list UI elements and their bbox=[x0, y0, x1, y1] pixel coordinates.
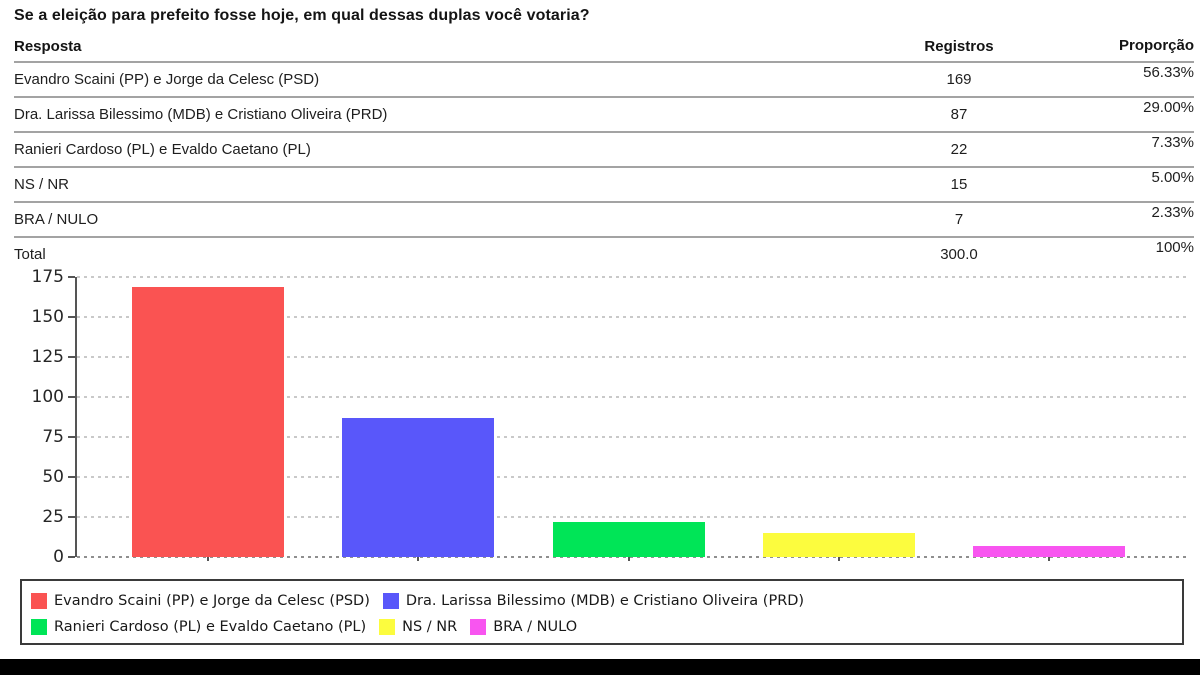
table-row: Evandro Scaini (PP) e Jorge da Celesc (P… bbox=[14, 61, 1194, 96]
bar-chart: 0 25 50 75 100 125 150 175 bbox=[0, 267, 1200, 570]
x-tick-4 bbox=[838, 557, 841, 561]
legend-entry: Ranieri Cardoso (PL) e Evaldo Caetano (P… bbox=[31, 619, 366, 635]
table-body: Evandro Scaini (PP) e Jorge da Celesc (P… bbox=[14, 61, 1194, 236]
legend-label: Dra. Larissa Bilessimo (MDB) e Cristiano… bbox=[405, 593, 805, 609]
cell-resposta: BRA / NULO bbox=[14, 211, 99, 228]
column-header-registros: Registros bbox=[924, 37, 994, 55]
cell-resposta: NS / NR bbox=[14, 176, 70, 193]
legend-label: NS / NR bbox=[402, 619, 458, 635]
bar-4 bbox=[763, 533, 916, 557]
gridline-125 bbox=[77, 356, 1190, 358]
gridline-75 bbox=[77, 436, 1190, 438]
table-row: NS / NR 15 5.00% bbox=[14, 166, 1194, 201]
y-tick-0 bbox=[68, 556, 75, 558]
gridline-150 bbox=[77, 316, 1190, 318]
bar-5 bbox=[973, 545, 1126, 557]
bar-3 bbox=[552, 521, 705, 557]
legend-entry: BRA / NULO bbox=[470, 619, 577, 635]
y-tick-label: 50 bbox=[42, 467, 64, 487]
cell-resposta: Dra. Larissa Bilessimo (MDB) e Cristiano… bbox=[14, 106, 388, 123]
legend-label: BRA / NULO bbox=[493, 619, 578, 635]
cell-resposta: Ranieri Cardoso (PL) e Evaldo Caetano (P… bbox=[14, 141, 311, 158]
total-label: Total bbox=[14, 246, 46, 263]
legend-label: Ranieri Cardoso (PL) e Evaldo Caetano (P… bbox=[54, 619, 367, 635]
cell-proporcao: 5.00% bbox=[1151, 169, 1194, 186]
table-total-row: Total 300.0 100% bbox=[14, 236, 1194, 271]
chart-legend: Evandro Scaini (PP) e Jorge da Celesc (P… bbox=[20, 579, 1184, 645]
cell-registros: 22 bbox=[950, 141, 968, 158]
total-registros: 300.0 bbox=[940, 246, 978, 263]
y-tick-label: 150 bbox=[31, 307, 64, 327]
table-row: BRA / NULO 7 2.33% bbox=[14, 201, 1194, 236]
y-tick-label: 25 bbox=[42, 507, 64, 527]
y-tick-label: 125 bbox=[31, 347, 64, 367]
table-row: Ranieri Cardoso (PL) e Evaldo Caetano (P… bbox=[14, 131, 1194, 166]
x-tick-2 bbox=[417, 557, 420, 561]
cell-proporcao: 7.33% bbox=[1151, 134, 1194, 151]
legend-swatch-icon bbox=[379, 619, 396, 635]
legend-swatch-icon bbox=[382, 593, 399, 609]
y-tick-150 bbox=[68, 316, 75, 318]
results-table: Resposta Registros Proporção Evandro Sca… bbox=[14, 31, 1194, 271]
cell-registros: 169 bbox=[946, 71, 972, 88]
gridline-0 bbox=[77, 556, 1190, 558]
legend-entry: Dra. Larissa Bilessimo (MDB) e Cristiano… bbox=[382, 593, 805, 609]
table-row: Dra. Larissa Bilessimo (MDB) e Cristiano… bbox=[14, 96, 1194, 131]
x-tick-5 bbox=[1048, 557, 1051, 561]
cell-registros: 15 bbox=[950, 176, 968, 193]
gridline-175 bbox=[77, 276, 1190, 278]
page-title: Se a eleição para prefeito fosse hoje, e… bbox=[14, 7, 590, 24]
legend-entry: Evandro Scaini (PP) e Jorge da Celesc (P… bbox=[31, 593, 370, 609]
cell-registros: 7 bbox=[954, 211, 964, 228]
legend-swatch-icon bbox=[31, 619, 47, 635]
y-tick-50 bbox=[68, 476, 75, 479]
y-tick-175 bbox=[68, 276, 75, 278]
x-tick-3 bbox=[627, 557, 630, 561]
plot-area bbox=[68, 276, 1190, 561]
legend-label: Evandro Scaini (PP) e Jorge da Celesc (P… bbox=[54, 593, 370, 609]
cell-resposta: Evandro Scaini (PP) e Jorge da Celesc (P… bbox=[14, 71, 320, 88]
y-tick-75 bbox=[68, 436, 75, 438]
legend-entry: NS / NR bbox=[379, 619, 457, 635]
x-tick-1 bbox=[207, 557, 209, 561]
bar-2 bbox=[342, 417, 495, 557]
legend-row-1: Evandro Scaini (PP) e Jorge da Celesc (P… bbox=[31, 588, 1182, 614]
y-tick-label: 75 bbox=[42, 427, 64, 447]
gridline-25 bbox=[77, 516, 1190, 519]
total-proporcao: 100% bbox=[1155, 239, 1194, 256]
y-tick-label: 0 bbox=[53, 547, 64, 567]
column-header-resposta: Resposta bbox=[14, 37, 82, 55]
table-header-row: Resposta Registros Proporção bbox=[14, 31, 1194, 61]
legend-row-2: Ranieri Cardoso (PL) e Evaldo Caetano (P… bbox=[31, 614, 1182, 640]
y-tick-25 bbox=[68, 516, 75, 519]
y-tick-label: 100 bbox=[31, 387, 64, 407]
y-tick-125 bbox=[68, 356, 75, 358]
cell-proporcao: 2.33% bbox=[1151, 204, 1194, 221]
cell-proporcao: 56.33% bbox=[1143, 64, 1194, 81]
bottom-black-bar bbox=[0, 659, 1200, 675]
y-tick-100 bbox=[68, 396, 75, 399]
cell-registros: 87 bbox=[950, 106, 968, 123]
cell-proporcao: 29.00% bbox=[1143, 99, 1194, 116]
legend-swatch-icon bbox=[31, 593, 47, 609]
gridline-50 bbox=[77, 476, 1190, 479]
y-tick-label: 175 bbox=[31, 267, 64, 287]
gridline-100 bbox=[77, 396, 1190, 399]
legend-swatch-icon bbox=[470, 619, 487, 635]
column-header-proporcao: Proporção bbox=[1118, 37, 1194, 54]
bar-1 bbox=[131, 286, 284, 557]
